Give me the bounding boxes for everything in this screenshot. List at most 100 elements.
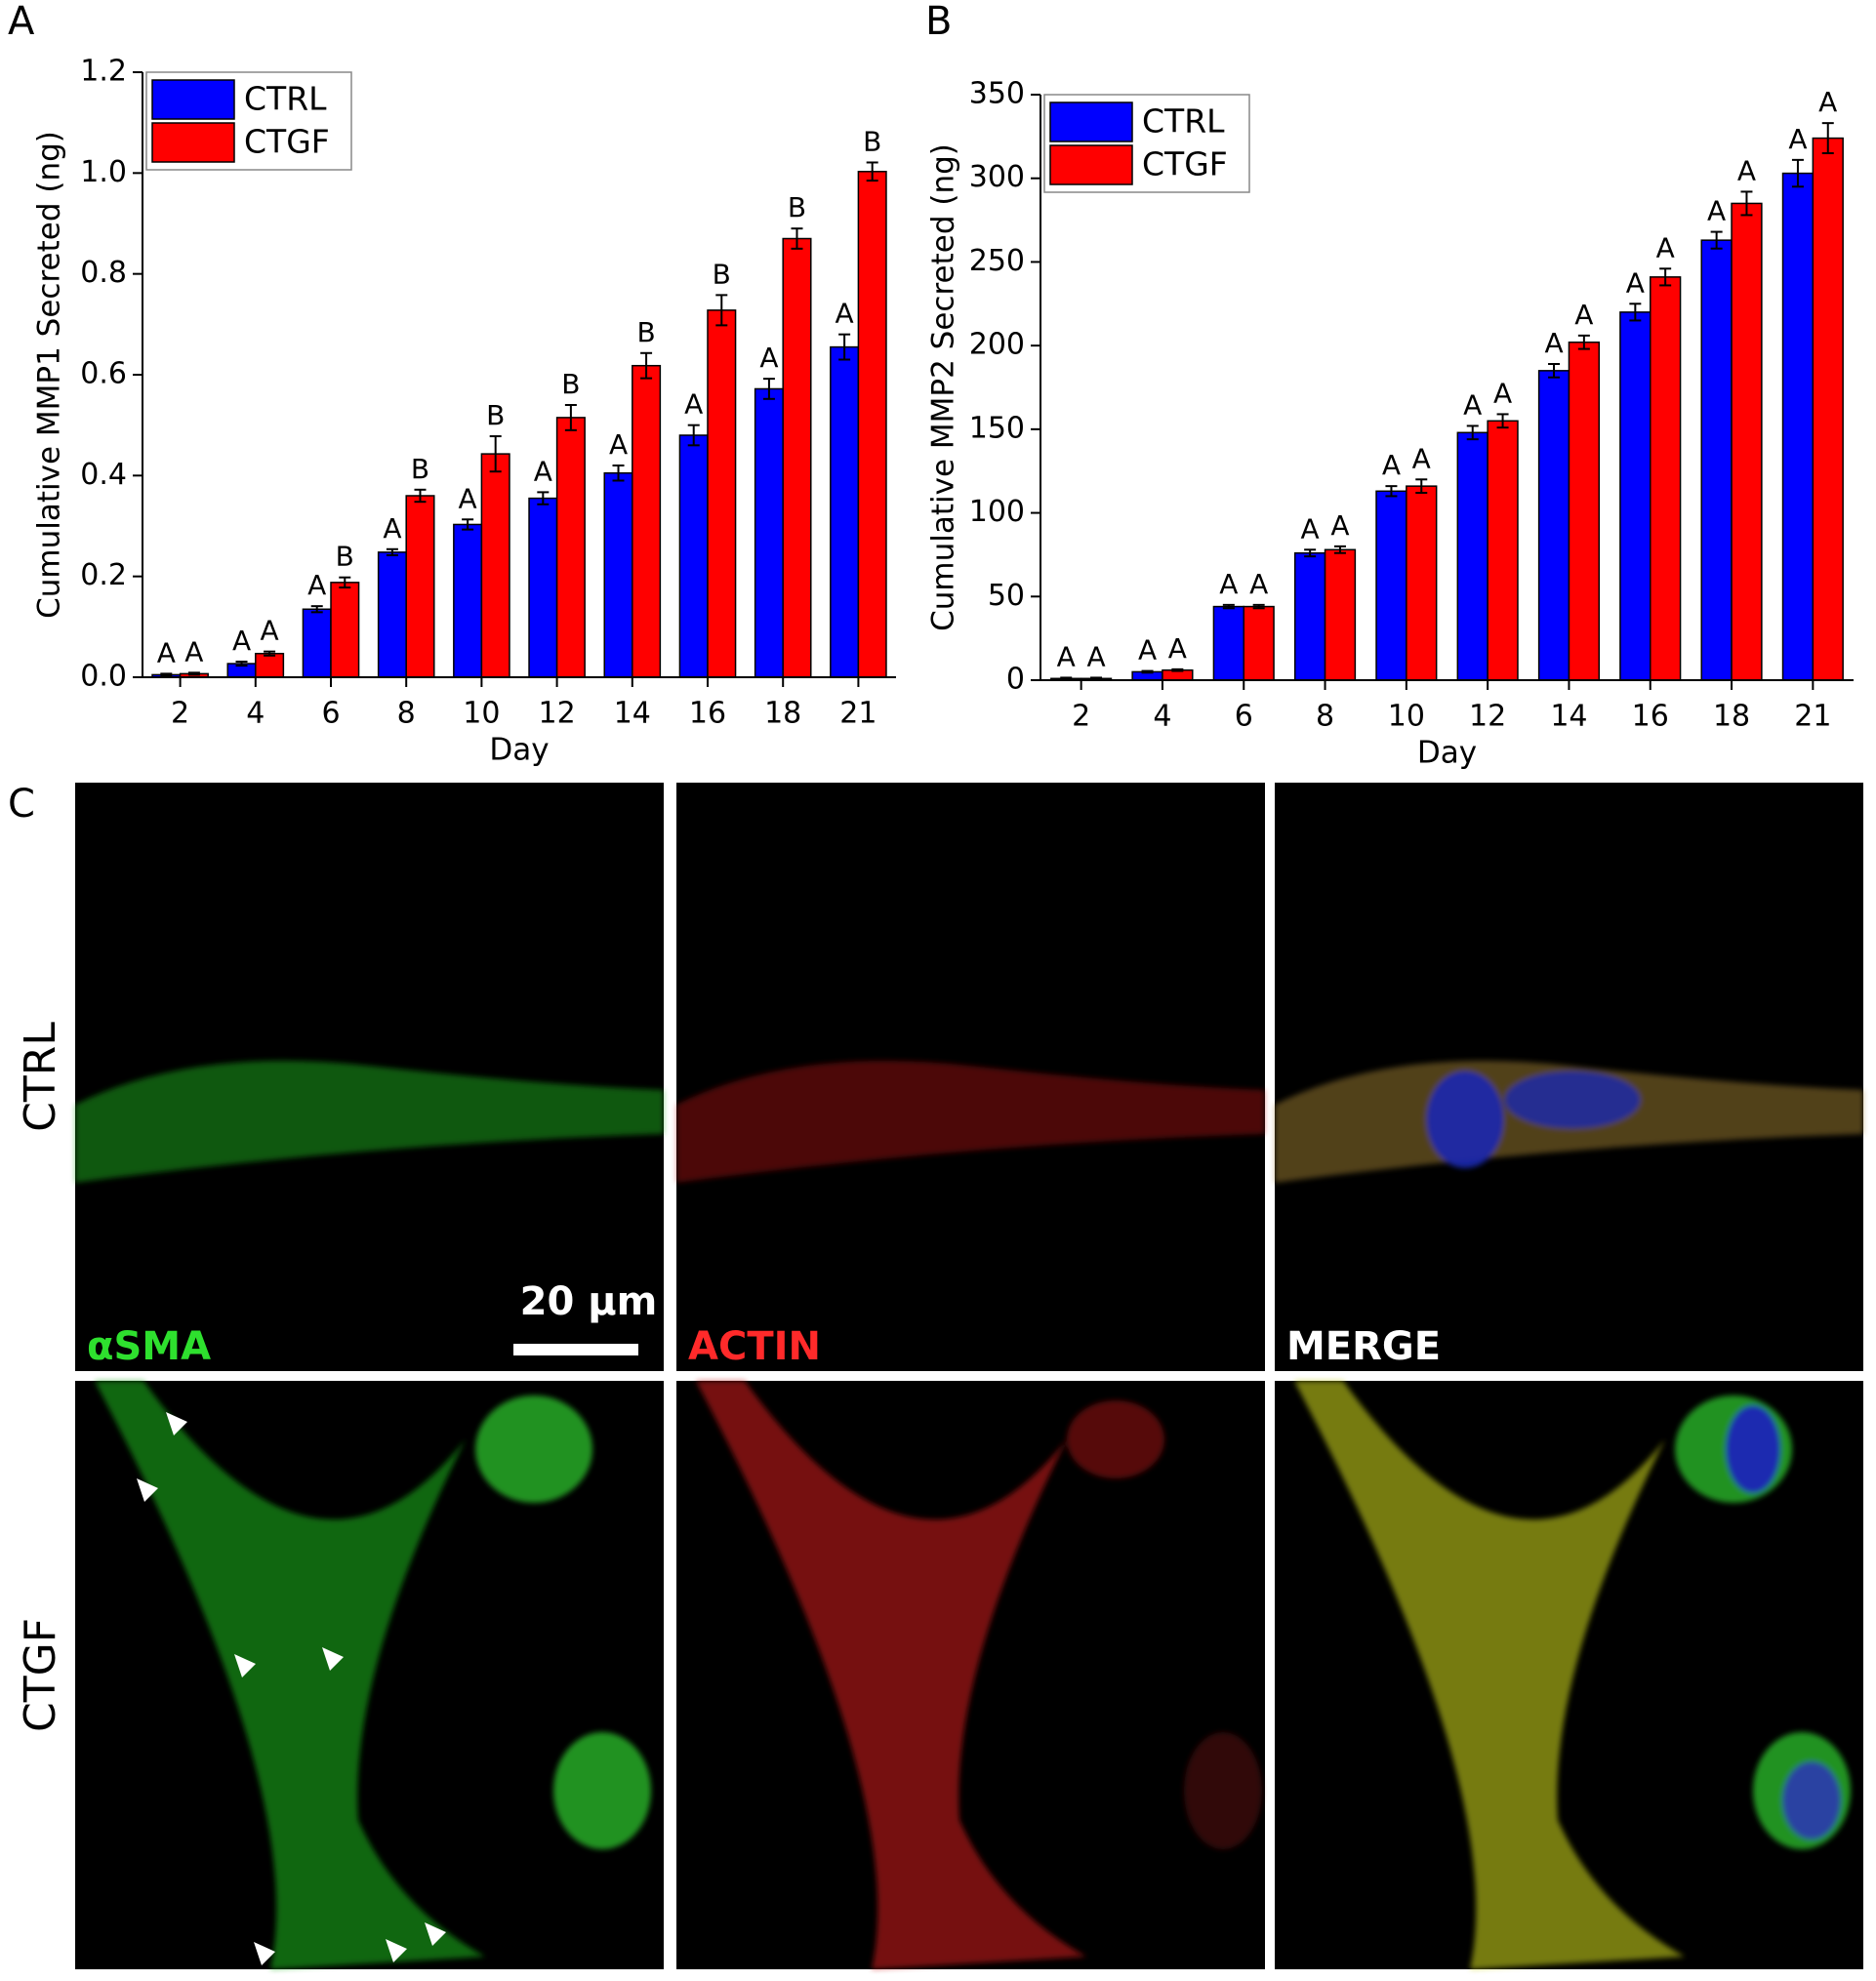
- significance-letter: A: [759, 342, 778, 374]
- cell: [696, 1381, 1086, 1969]
- legend-swatch: [151, 79, 235, 120]
- significance-letter: A: [1544, 327, 1563, 359]
- error-bar: [160, 672, 173, 677]
- bar: [255, 652, 285, 678]
- legend-label: CTGF: [1142, 145, 1228, 183]
- error-bar: [1222, 603, 1235, 610]
- error-bar: [339, 576, 351, 589]
- y-axis-label: Cumulative MMP2 Secreted (ng): [926, 143, 961, 631]
- y-tick-label: 100: [969, 495, 1025, 529]
- error-bar: [1496, 413, 1509, 429]
- legend-label: CTRL: [1142, 102, 1225, 141]
- y-tick-label: 1.2: [80, 55, 127, 89]
- y-tick-label: 0.8: [80, 256, 127, 290]
- panel-label: C: [8, 782, 35, 827]
- significance-letter: A: [1219, 568, 1238, 600]
- cell-layer: [676, 1061, 1265, 1183]
- cell-layer: [696, 1381, 1262, 1969]
- y-tick-label: 350: [969, 77, 1025, 111]
- x-tick-label: 14: [614, 697, 651, 731]
- significance-letter: A: [459, 482, 477, 514]
- bar: [1619, 311, 1652, 681]
- arrowhead: [166, 1412, 187, 1435]
- cell-body: [553, 1732, 651, 1849]
- y-tick-label: 1.0: [80, 155, 127, 189]
- y-tick-label: 0.4: [80, 458, 127, 492]
- significance-letter: A: [1788, 123, 1807, 155]
- arrowhead: [386, 1939, 407, 1962]
- significance-letter: B: [863, 125, 881, 157]
- x-tick-label: 21: [1794, 700, 1831, 734]
- arrowhead: [137, 1478, 158, 1502]
- error-bar: [687, 424, 700, 447]
- x-tick-label: 10: [463, 697, 500, 731]
- significance-letter: B: [636, 316, 655, 348]
- bar: [754, 387, 784, 678]
- y-axis-label: Cumulative MMP1 Secreted (ng): [32, 131, 67, 619]
- bar: [1700, 239, 1733, 681]
- scale-bar: [513, 1344, 638, 1355]
- cell: [95, 1381, 485, 1969]
- error-bar: [489, 435, 502, 473]
- cell-layer: [1294, 1381, 1851, 1969]
- channel-label: MERGE: [1286, 1324, 1441, 1369]
- significance-letter: A: [1463, 388, 1482, 421]
- significance-letter: A: [836, 298, 854, 330]
- nucleus: [1504, 1071, 1641, 1129]
- error-bar: [1740, 190, 1753, 217]
- bar: [480, 453, 510, 678]
- nucleus: [1726, 1405, 1780, 1493]
- significance-letter: A: [1818, 86, 1837, 118]
- significance-letter: A: [684, 388, 703, 421]
- arrowhead: [234, 1654, 256, 1678]
- bar: [603, 472, 633, 678]
- legend-swatch: [151, 122, 235, 163]
- bar: [1406, 485, 1438, 681]
- error-bar: [838, 333, 851, 361]
- channel-label: αSMA: [87, 1324, 211, 1369]
- error-bar: [264, 650, 276, 657]
- error-bar: [462, 518, 474, 531]
- bar: [453, 523, 483, 678]
- error-bar: [1333, 545, 1346, 554]
- row-label: CTRL: [16, 1022, 65, 1132]
- error-bar: [791, 227, 803, 250]
- cell-layer: [95, 1381, 651, 1969]
- bar: [1243, 605, 1275, 681]
- y-tick-label: 150: [969, 411, 1025, 445]
- arrowhead: [322, 1647, 344, 1671]
- significance-letter: A: [1656, 231, 1675, 263]
- significance-letter: A: [383, 512, 401, 545]
- significance-letter: A: [1249, 568, 1268, 600]
- error-bar: [235, 660, 248, 667]
- x-axis-label: Day: [489, 733, 549, 768]
- x-tick-label: 21: [839, 697, 877, 731]
- bar: [1456, 431, 1489, 681]
- error-bar: [1304, 548, 1317, 558]
- x-tick-label: 6: [321, 697, 340, 731]
- x-tick-label: 10: [1388, 700, 1425, 734]
- significance-letter: A: [157, 636, 176, 668]
- significance-letter: A: [609, 428, 628, 461]
- nucleus: [1426, 1071, 1504, 1168]
- scale-bar-label: 20 µm: [520, 1279, 658, 1324]
- error-bar: [1659, 267, 1672, 287]
- x-tick-label: 12: [1469, 700, 1506, 734]
- error-bar: [310, 605, 323, 614]
- error-bar: [414, 488, 427, 504]
- bar: [1812, 137, 1844, 681]
- x-tick-label: 16: [689, 697, 726, 731]
- error-bar: [1821, 122, 1834, 154]
- error-bar: [866, 161, 878, 182]
- cell-body: [1184, 1732, 1262, 1849]
- legend-swatch: [1049, 101, 1133, 142]
- significance-letter: A: [534, 455, 552, 487]
- x-tick-label: 8: [397, 697, 416, 731]
- arrowhead: [254, 1942, 275, 1965]
- error-bar: [640, 351, 653, 380]
- significance-letter: A: [1086, 640, 1105, 672]
- bar: [632, 364, 662, 678]
- x-axis-label: Day: [1417, 736, 1477, 771]
- y-tick-label: 50: [988, 579, 1025, 613]
